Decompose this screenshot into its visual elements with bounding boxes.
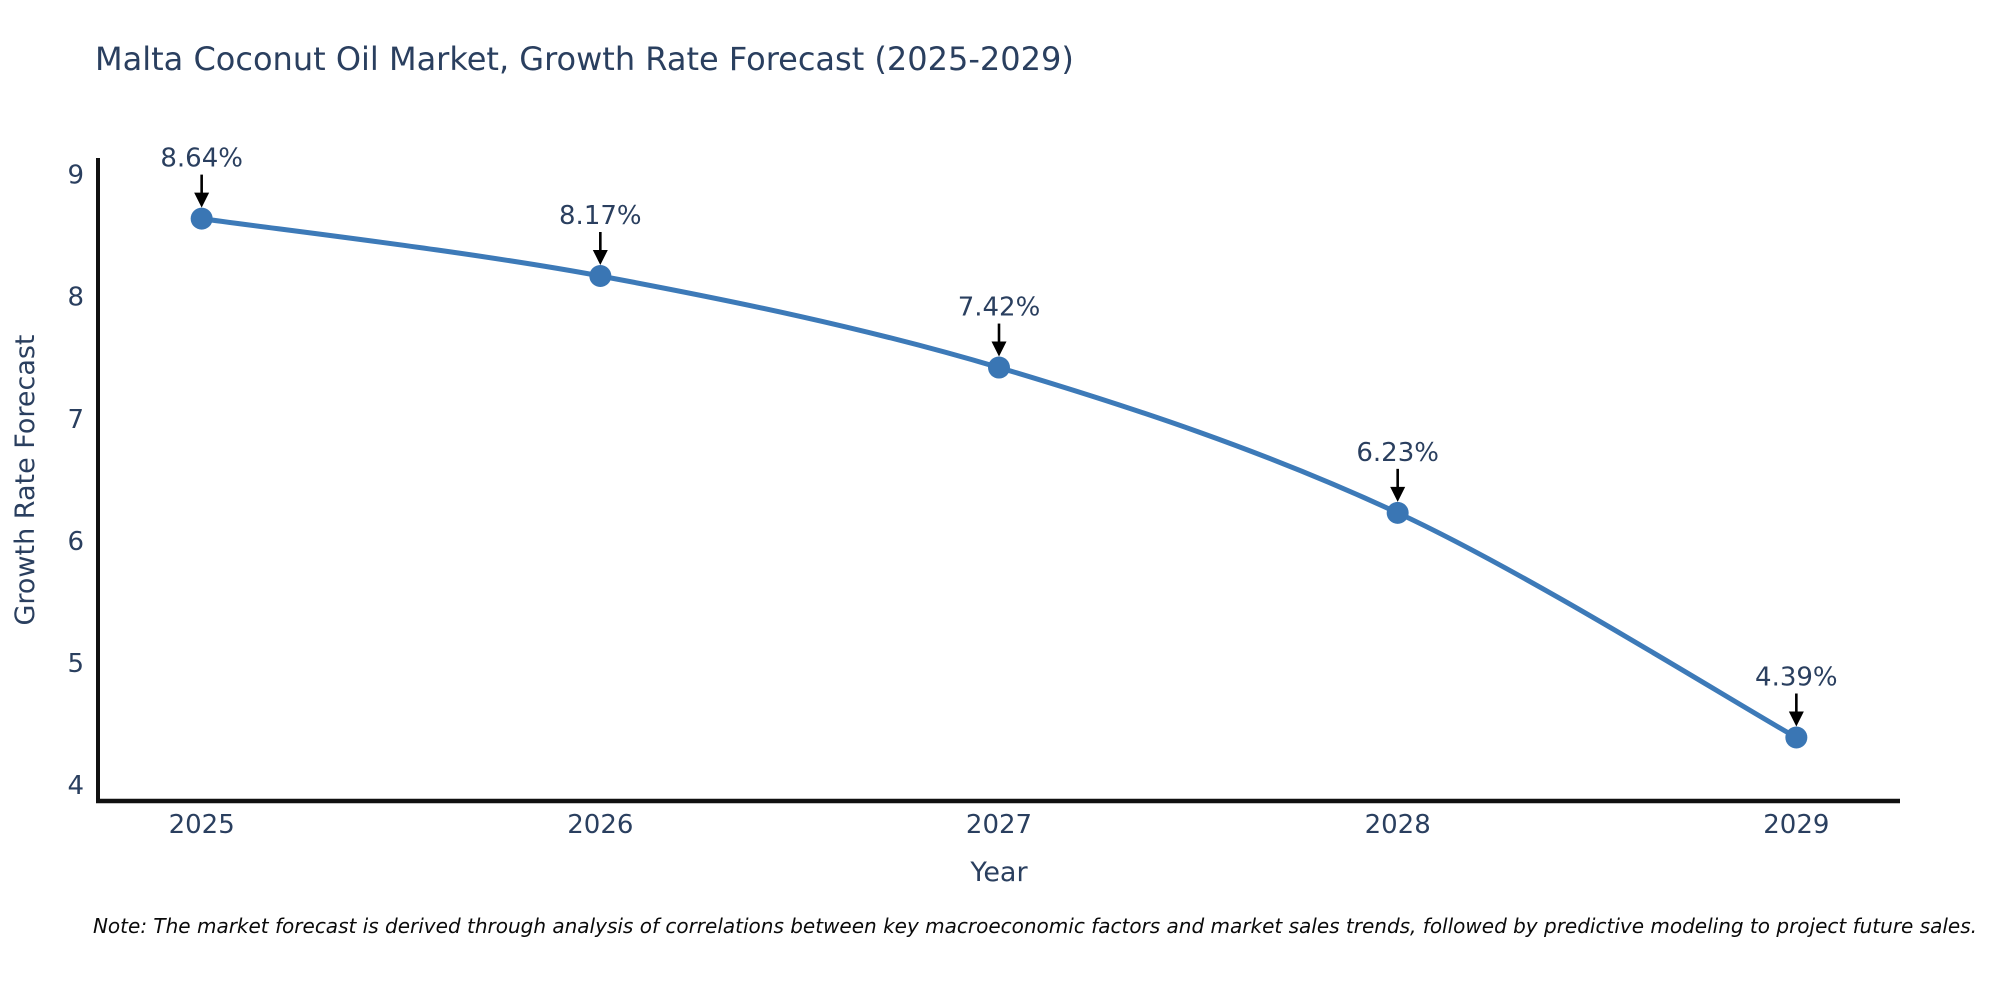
y-tick-label: 4 (67, 771, 84, 801)
data-point-marker[interactable] (1785, 726, 1808, 749)
data-point-marker[interactable] (589, 264, 612, 287)
x-tick-label: 2028 (1365, 810, 1431, 840)
y-tick-label: 5 (67, 649, 84, 679)
x-axis-title: Year (969, 857, 1028, 888)
y-tick-label: 6 (67, 527, 84, 557)
footnote: Note: The market forecast is derived thr… (92, 914, 1978, 938)
annotation-arrowhead-icon (194, 192, 210, 208)
x-tick-label: 2029 (1763, 810, 1829, 840)
y-tick-label: 8 (67, 283, 84, 313)
x-tick-label: 2027 (966, 810, 1032, 840)
data-point-label: 6.23% (1356, 438, 1439, 468)
data-point-label: 7.42% (958, 293, 1041, 323)
chart-title: Malta Coconut Oil Market, Growth Rate Fo… (95, 40, 1074, 78)
annotation-arrowhead-icon (592, 249, 608, 265)
x-tick-label: 2026 (567, 810, 633, 840)
data-point-label: 8.64% (160, 144, 243, 174)
annotation-arrowhead-icon (1788, 711, 1804, 727)
y-tick-label: 7 (67, 405, 84, 435)
data-point-label: 4.39% (1755, 663, 1838, 693)
annotation-arrowhead-icon (1390, 486, 1406, 502)
data-point-label: 8.17% (559, 201, 642, 231)
y-axis-title: Growth Rate Forecast (10, 334, 41, 625)
data-point-marker[interactable] (988, 356, 1010, 379)
data-point-marker[interactable] (1386, 501, 1409, 524)
data-point-marker[interactable] (190, 207, 213, 230)
annotation-arrowhead-icon (991, 341, 1007, 357)
x-tick-label: 2025 (169, 810, 235, 840)
y-tick-label: 9 (67, 161, 84, 191)
